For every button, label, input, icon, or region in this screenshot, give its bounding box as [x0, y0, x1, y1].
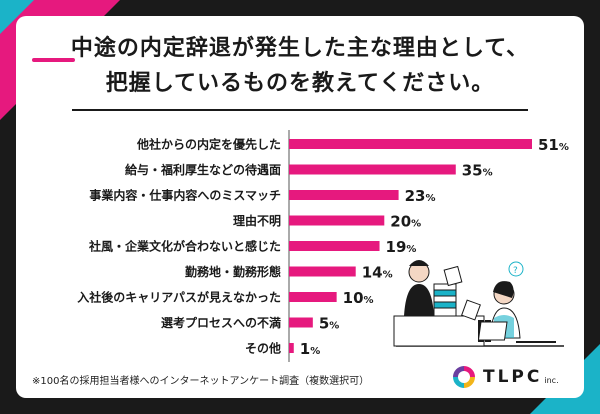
category-label: 給与・福利厚生などの待遇面 [125, 162, 281, 177]
value-label: 19% [386, 238, 417, 256]
category-label: 入社後のキャリアパスが見えなかった [77, 290, 281, 305]
value-label: 5% [319, 315, 339, 333]
title-line-1: 中途の内定辞退が発生した主な理由として、 [70, 36, 530, 61]
title-line-2: 把握しているものを教えてください。 [105, 71, 495, 96]
category-label: その他 [245, 341, 281, 356]
category-label: 社風・企業文化が合わないと感じた [88, 239, 281, 254]
value-label: 20% [390, 213, 421, 231]
bar [289, 317, 313, 328]
svg-text:?: ? [513, 266, 518, 276]
bar [289, 164, 456, 175]
category-label: 理由不明 [233, 213, 281, 228]
title-underline [72, 109, 528, 111]
category-label: 事業内容・仕事内容へのミスマッチ [89, 188, 281, 203]
bar [289, 241, 380, 251]
logo-sub: inc. [544, 375, 559, 385]
category-label: 他社からの内定を優先した [136, 137, 281, 152]
logo-mark-icon [453, 366, 475, 388]
bar [289, 266, 356, 277]
bar-chart: 他社からの内定を優先した 51% 給与・福利厚生などの待遇面 35% 事業内容・仕事内容… [77, 130, 569, 362]
survey-footnote: ※100名の採用担当者様へのインターネットアンケート調査（複数選択可） [32, 376, 370, 387]
value-label: 51% [538, 136, 569, 154]
logo-text: TLPC [483, 367, 543, 387]
value-label: 10% [343, 289, 374, 307]
bar [289, 215, 385, 226]
bar [289, 292, 337, 302]
value-label: 35% [462, 162, 493, 180]
value-label: 14% [362, 264, 393, 282]
category-label: 勤務地・勤務形態 [185, 264, 281, 279]
category-label: 選考プロセスへの不満 [161, 315, 281, 330]
value-label: 1% [300, 340, 320, 358]
bar [289, 343, 294, 353]
bar [289, 139, 532, 149]
title-accent-underline [32, 58, 75, 62]
bar [289, 190, 399, 200]
infographic-card: 中途の内定辞退が発生した主な理由として、 把握しているものを教えてください。 他… [16, 16, 584, 398]
value-label: 23% [405, 187, 436, 205]
illustration: ? [393, 260, 564, 347]
tlpc-logo: TLPC inc. [453, 366, 559, 388]
